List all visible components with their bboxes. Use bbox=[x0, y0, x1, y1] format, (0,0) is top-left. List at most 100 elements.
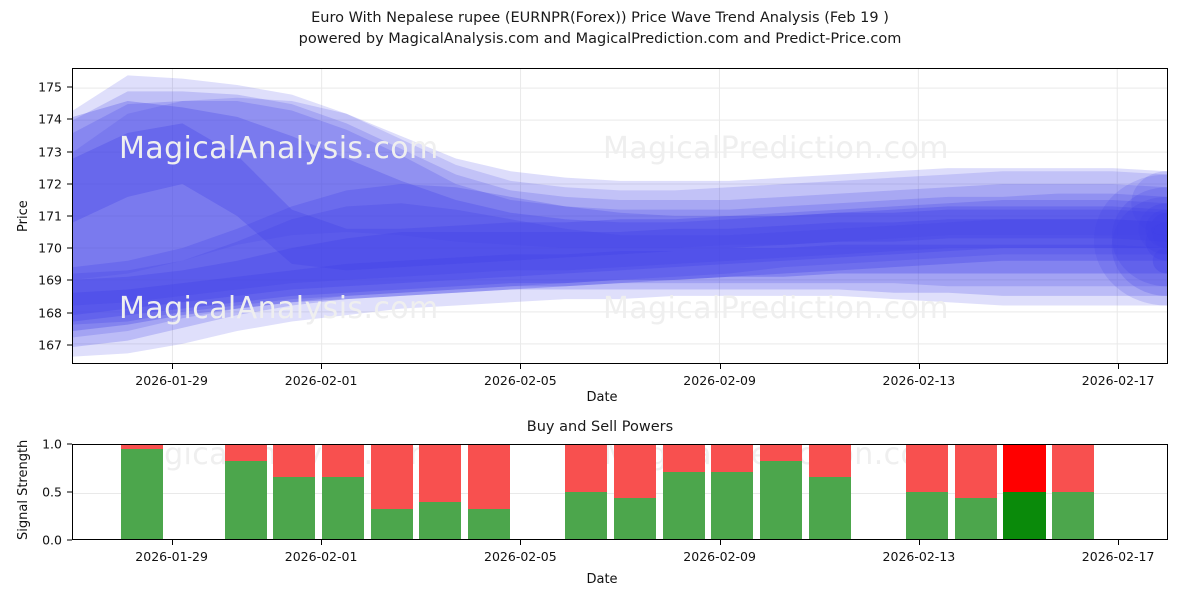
price-yaxis-label: Price bbox=[16, 200, 31, 232]
sell-power-segment bbox=[467, 445, 511, 509]
price-ytick-label: 170 bbox=[38, 240, 62, 256]
price-ytick-label: 175 bbox=[38, 79, 62, 95]
wave-band bbox=[73, 244, 1167, 322]
signal-xtick bbox=[918, 540, 920, 545]
wave-band-cap bbox=[1152, 222, 1167, 248]
buy-sell-powers-chart: MagicalAnalysis.com MagicalPrediction.co… bbox=[72, 444, 1168, 540]
price-ytick-label: 173 bbox=[38, 144, 62, 160]
price-xtick-label: 2026-02-13 bbox=[882, 373, 956, 388]
buy-power-segment bbox=[760, 460, 803, 539]
signal-bar[interactable] bbox=[760, 445, 803, 539]
signal-xtick-label: 2026-01-29 bbox=[135, 549, 208, 564]
page-title: Euro With Nepalese rupee (EURNPR(Forex))… bbox=[0, 8, 1200, 50]
price-wave-svg bbox=[73, 69, 1167, 363]
signal-xtick-label: 2026-02-13 bbox=[882, 549, 956, 564]
sell-power-segment bbox=[273, 445, 316, 477]
wave-band-cap bbox=[1138, 203, 1167, 255]
sell-power-segment bbox=[760, 445, 803, 461]
price-wave-chart: MagicalAnalysis.com MagicalPrediction.co… bbox=[72, 68, 1168, 364]
sell-power-segment bbox=[1003, 445, 1046, 492]
wave-band bbox=[73, 75, 1167, 357]
buy-power-segment bbox=[1003, 492, 1046, 539]
wave-band-cap bbox=[1111, 187, 1167, 287]
wave-band bbox=[73, 91, 1167, 338]
buy-power-segment bbox=[808, 476, 851, 539]
signal-bar[interactable] bbox=[321, 445, 364, 539]
signal-bar[interactable] bbox=[467, 445, 511, 539]
signal-ytick bbox=[67, 491, 72, 493]
signal-bar[interactable] bbox=[711, 445, 754, 539]
price-ytick-label: 171 bbox=[38, 208, 62, 224]
signal-bar[interactable] bbox=[954, 445, 997, 539]
buy-power-segment bbox=[321, 476, 364, 539]
price-ytick bbox=[67, 215, 72, 217]
buy-power-segment bbox=[370, 508, 413, 539]
price-xtick-label: 2026-02-17 bbox=[1081, 373, 1155, 388]
price-ytick bbox=[67, 344, 72, 346]
signal-bar[interactable] bbox=[565, 445, 608, 539]
signal-xtick bbox=[719, 540, 721, 545]
price-ytick bbox=[67, 118, 72, 120]
signal-bar[interactable] bbox=[808, 445, 851, 539]
signal-xaxis-label: Date bbox=[586, 572, 618, 587]
signal-yaxis-label: Signal Strength bbox=[16, 439, 31, 540]
signal-chart-title: Buy and Sell Powers bbox=[526, 419, 674, 435]
signal-ytick-label: 0.5 bbox=[42, 484, 62, 500]
sell-power-segment bbox=[419, 445, 462, 503]
price-ytick bbox=[67, 312, 72, 314]
signal-bar[interactable] bbox=[224, 445, 267, 539]
price-xaxis-label: Date bbox=[586, 390, 618, 405]
buy-power-segment bbox=[120, 448, 163, 539]
price-xtick bbox=[918, 364, 920, 369]
sell-power-segment bbox=[224, 445, 267, 461]
sell-power-segment bbox=[954, 445, 997, 498]
buy-power-segment bbox=[419, 502, 462, 539]
buy-power-segment bbox=[662, 472, 705, 539]
buy-power-segment bbox=[613, 497, 657, 539]
signal-xtick bbox=[171, 540, 173, 545]
title-line-1: Euro With Nepalese rupee (EURNPR(Forex))… bbox=[311, 10, 889, 26]
signal-xtick-label: 2026-02-17 bbox=[1081, 549, 1155, 564]
signal-ytick bbox=[67, 539, 72, 541]
buy-power-segment bbox=[273, 476, 316, 539]
sell-power-segment bbox=[321, 445, 364, 477]
signal-bar[interactable] bbox=[906, 445, 949, 539]
wave-band bbox=[73, 184, 1167, 325]
signal-bar[interactable] bbox=[1003, 445, 1046, 539]
signal-bar[interactable] bbox=[120, 445, 163, 539]
signal-xtick-label: 2026-02-05 bbox=[484, 549, 557, 564]
sell-power-segment bbox=[906, 445, 949, 492]
price-ytick-label: 174 bbox=[38, 111, 62, 127]
price-xtick bbox=[520, 364, 522, 369]
signal-bar[interactable] bbox=[419, 445, 462, 539]
signal-ytick-label: 1.0 bbox=[42, 436, 62, 452]
price-xtick bbox=[719, 364, 721, 369]
wave-band bbox=[73, 100, 1167, 348]
signal-bar[interactable] bbox=[273, 445, 316, 539]
buy-power-segment bbox=[224, 460, 267, 539]
sell-power-segment bbox=[1052, 445, 1095, 492]
wave-band bbox=[73, 123, 1167, 271]
wave-band bbox=[73, 219, 1167, 332]
price-ytick bbox=[67, 86, 72, 88]
sell-power-segment bbox=[613, 445, 657, 498]
buy-power-segment bbox=[467, 508, 511, 539]
price-xtick-label: 2026-02-05 bbox=[484, 373, 557, 388]
signal-bar[interactable] bbox=[613, 445, 657, 539]
wave-band-cap bbox=[1152, 247, 1167, 274]
signal-xtick-label: 2026-02-01 bbox=[284, 549, 358, 564]
title-line-2: powered by MagicalAnalysis.com and Magic… bbox=[298, 31, 902, 47]
wave-band bbox=[73, 97, 1167, 280]
sell-power-segment bbox=[662, 445, 705, 473]
price-xtick-label: 2026-01-29 bbox=[135, 373, 208, 388]
buy-power-segment bbox=[711, 472, 754, 539]
signal-bar[interactable] bbox=[370, 445, 413, 539]
signal-bar[interactable] bbox=[662, 445, 705, 539]
price-ytick-label: 167 bbox=[38, 337, 62, 353]
sell-power-segment bbox=[370, 445, 413, 509]
signal-bar[interactable] bbox=[1052, 445, 1095, 539]
buy-power-segment bbox=[1052, 492, 1095, 539]
signal-ytick bbox=[67, 443, 72, 445]
price-xtick bbox=[1118, 364, 1120, 369]
